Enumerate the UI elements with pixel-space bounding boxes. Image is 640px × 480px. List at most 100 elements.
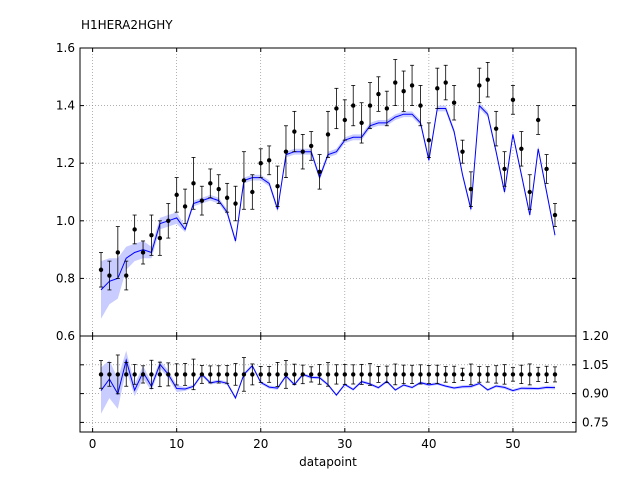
data-point bbox=[216, 174, 221, 204]
ratio-y-tick-label: 0.90 bbox=[582, 387, 609, 401]
ratio-data-point bbox=[98, 360, 104, 389]
data-point bbox=[351, 85, 356, 127]
ratio-data-point bbox=[485, 366, 490, 383]
ratio-data-point bbox=[149, 359, 154, 389]
ratio-data-point bbox=[409, 364, 415, 384]
data-point bbox=[325, 110, 331, 158]
ratio-y-tick-label: 1.05 bbox=[582, 358, 609, 372]
y-tick-label: 1.6 bbox=[56, 41, 75, 55]
data-point bbox=[124, 260, 129, 291]
ratio-data-point bbox=[275, 361, 280, 387]
ratio-data-point bbox=[401, 364, 406, 385]
ratio-data-point bbox=[552, 366, 558, 383]
ratio-data-point bbox=[519, 364, 524, 385]
ratio-data-point bbox=[124, 362, 129, 387]
data-point bbox=[342, 99, 348, 141]
data-point bbox=[258, 148, 263, 179]
data-point bbox=[174, 177, 179, 213]
data-point bbox=[199, 185, 205, 216]
chart-title: H1HERA2HGHY bbox=[81, 18, 173, 32]
ratio-data-point bbox=[359, 363, 364, 385]
ratio-data-point bbox=[115, 354, 121, 395]
ratio-data-point bbox=[477, 366, 482, 383]
theory-uncertainty-band bbox=[101, 102, 555, 319]
ratio-data-point bbox=[182, 363, 188, 386]
ratio-y-tick-label: 0.75 bbox=[582, 415, 609, 429]
data-point bbox=[359, 102, 364, 144]
ratio-data-point bbox=[166, 362, 171, 387]
data-point bbox=[435, 67, 440, 109]
data-point bbox=[292, 110, 297, 153]
ratio-data-point bbox=[140, 365, 146, 384]
data-point bbox=[544, 154, 549, 184]
ratio-data-point bbox=[435, 364, 440, 385]
data-point bbox=[157, 220, 163, 256]
data-point bbox=[527, 174, 532, 210]
data-point bbox=[107, 260, 112, 291]
ratio-data-point bbox=[493, 365, 499, 384]
x-tick-label: 20 bbox=[253, 437, 268, 451]
data-point bbox=[98, 252, 104, 288]
ratio-data-point bbox=[107, 362, 112, 387]
ratio-data-point bbox=[527, 363, 532, 386]
data-point bbox=[519, 131, 524, 167]
data-point bbox=[334, 87, 339, 130]
data-point bbox=[224, 182, 230, 213]
data-point bbox=[552, 203, 558, 227]
data-point bbox=[140, 240, 146, 265]
data-point bbox=[132, 214, 137, 245]
data-point bbox=[485, 62, 490, 98]
y-tick-label: 0.8 bbox=[56, 271, 75, 285]
data-point bbox=[535, 105, 541, 135]
ratio-data-point bbox=[317, 364, 322, 385]
ratio-data-point bbox=[468, 363, 474, 386]
data-point bbox=[443, 64, 448, 101]
ratio-data-point bbox=[208, 365, 213, 384]
data-point bbox=[460, 139, 465, 164]
data-point bbox=[426, 122, 432, 158]
data-point bbox=[401, 70, 406, 112]
x-tick-label: 40 bbox=[421, 437, 436, 451]
ratio-data-point bbox=[292, 363, 297, 386]
ratio-data-point bbox=[174, 363, 179, 386]
data-point bbox=[300, 133, 305, 170]
ratio-data-point bbox=[233, 363, 238, 386]
y-tick-label: 0.6 bbox=[56, 329, 75, 343]
data-point bbox=[451, 85, 457, 121]
data-point bbox=[166, 203, 171, 239]
data-point bbox=[250, 174, 255, 210]
x-tick-label: 30 bbox=[337, 437, 352, 451]
ratio-data-point bbox=[376, 365, 381, 383]
data-point bbox=[308, 131, 314, 161]
data-point bbox=[477, 67, 482, 104]
ratio-data-point bbox=[250, 363, 255, 386]
data-point bbox=[376, 76, 381, 112]
data-point bbox=[283, 125, 289, 179]
ratio-data-point bbox=[502, 364, 507, 385]
ratio-data-point bbox=[300, 364, 305, 385]
data-point bbox=[233, 185, 238, 222]
ratio-data-point bbox=[199, 365, 205, 384]
ratio-data-point bbox=[216, 365, 221, 384]
data-point bbox=[384, 90, 390, 127]
ratio-data-point bbox=[418, 364, 423, 385]
ratio-data-point bbox=[451, 365, 457, 383]
ratio-data-point bbox=[157, 361, 163, 388]
data-point bbox=[241, 151, 247, 210]
ratio-data-point bbox=[443, 366, 448, 383]
ratio-data-point bbox=[393, 363, 398, 386]
ratio-y-tick-label: 1.20 bbox=[582, 329, 609, 343]
data-point bbox=[502, 151, 507, 187]
data-point bbox=[510, 85, 516, 115]
data-point bbox=[468, 171, 474, 207]
top-panel: 0.6 0.8 1.0 1.2 1.4 1.6 bbox=[56, 41, 577, 343]
x-axis-label: datapoint bbox=[299, 455, 357, 469]
data-point bbox=[275, 165, 280, 207]
data-point bbox=[149, 214, 154, 256]
data-point bbox=[393, 59, 398, 106]
data-point bbox=[115, 226, 121, 279]
y-tick-label: 1.4 bbox=[56, 99, 75, 113]
y-tick-label: 1.0 bbox=[56, 214, 75, 228]
ratio-data-point bbox=[325, 362, 331, 387]
ratio-panel: 0 10 20 30 40 50 0.75 0.90 1.05 1.20 bbox=[79, 329, 609, 451]
